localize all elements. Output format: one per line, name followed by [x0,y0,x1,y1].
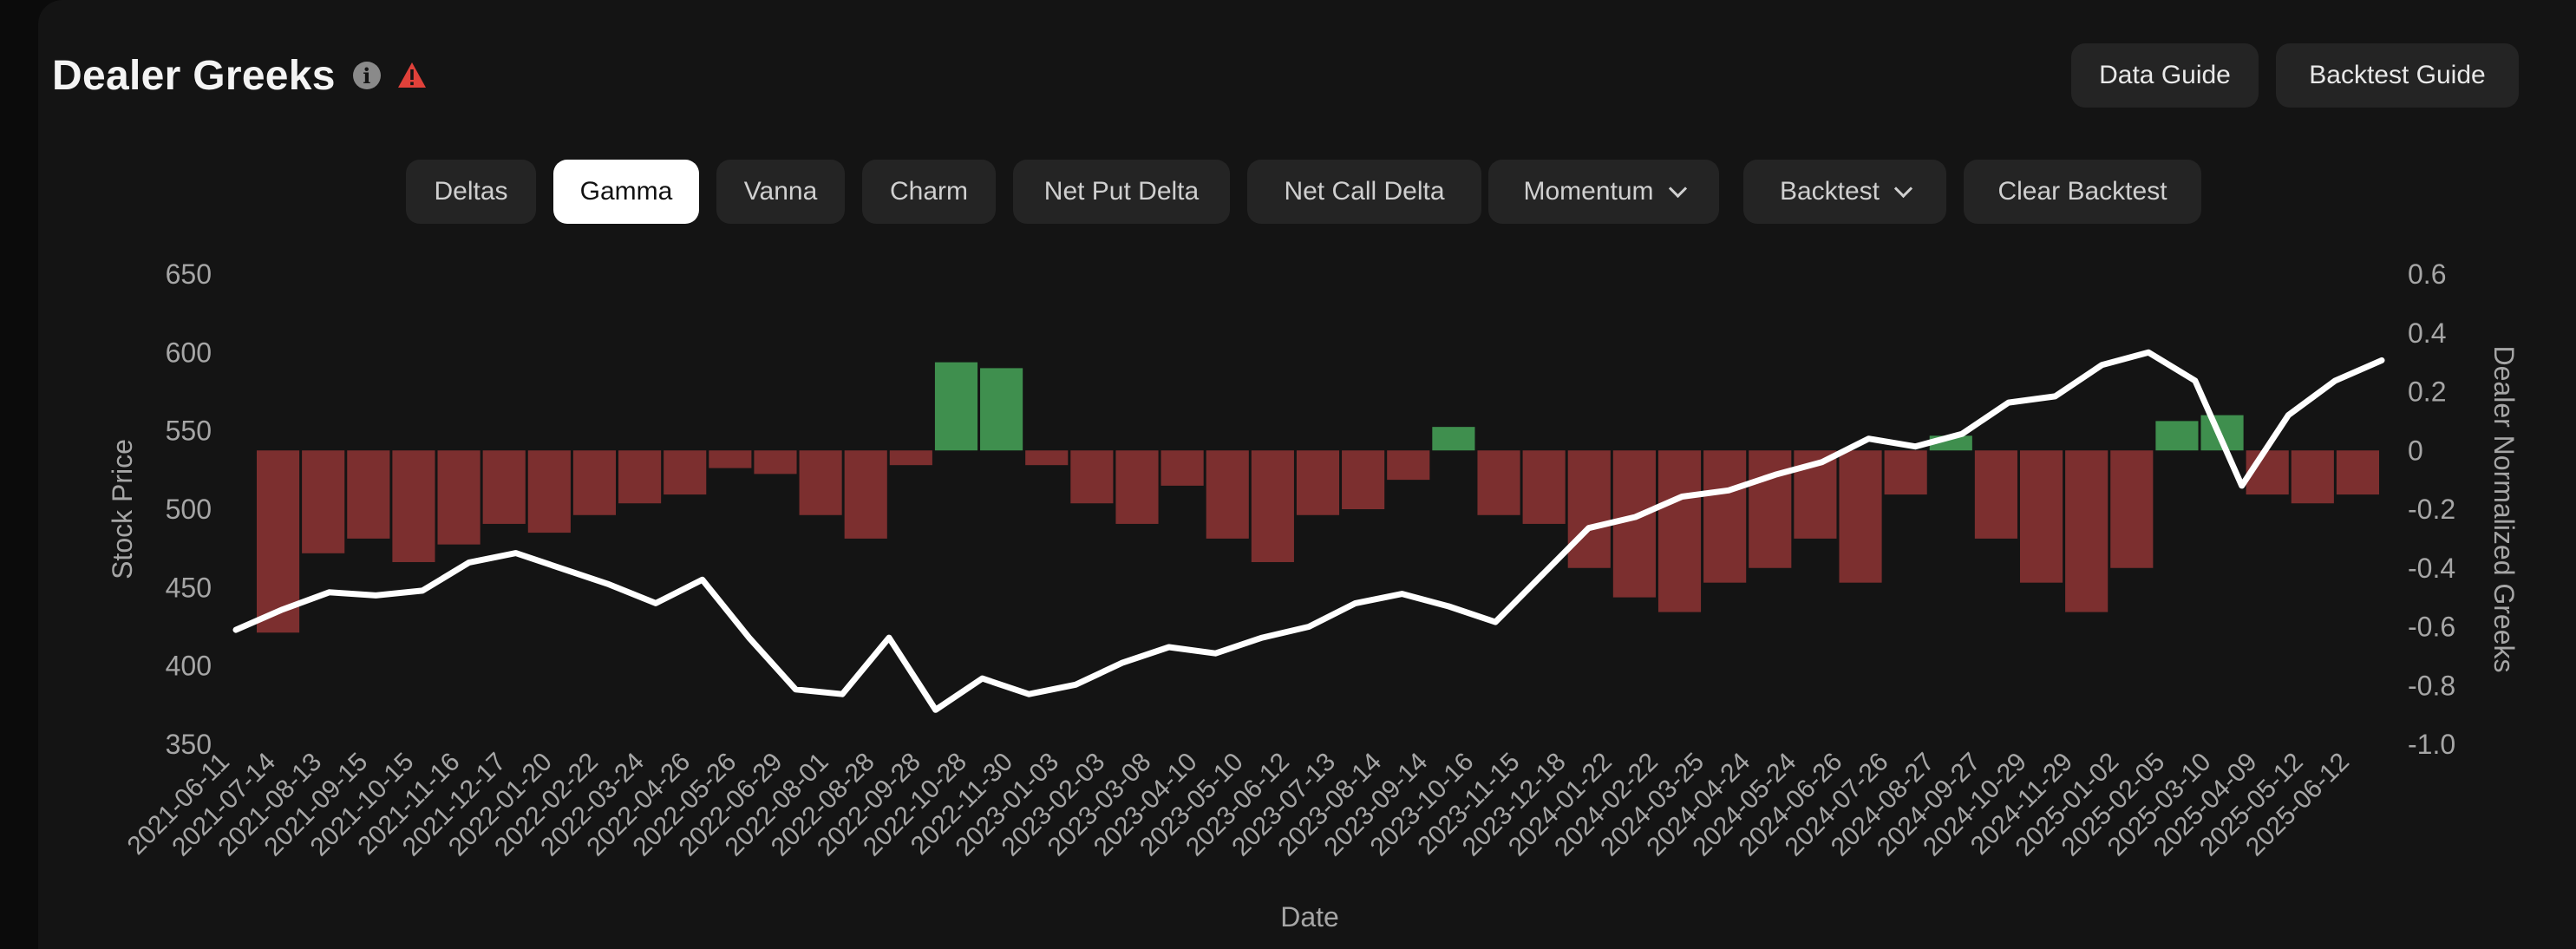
info-icon[interactable]: i [352,62,381,89]
gamma-bar [1070,450,1114,504]
gamma-bar [1657,450,1702,612]
gamma-bar [618,450,662,504]
right-tick-label: -0.4 [2408,553,2455,584]
gamma-bar [482,450,526,524]
y-left-axis-title: Stock Price [107,439,138,579]
gamma-bar [709,450,752,468]
tab-backtest-dropdown[interactable]: Backtest [1743,160,1946,224]
left-tick-label: 400 [166,651,212,682]
backtest-guide-button[interactable]: Backtest Guide [2276,43,2519,108]
tab-vanna[interactable]: Vanna [716,160,845,224]
tab-net-call-delta[interactable]: Net Call Delta [1247,160,1481,224]
x-axis-title: Date [1280,901,1339,933]
gamma-bar [889,450,932,466]
gamma-bar [1522,450,1566,524]
left-tick-label: 550 [166,416,212,447]
gamma-bar [437,450,481,545]
title-row: Dealer Greeks i [52,45,428,106]
right-tick-label: 0 [2408,435,2423,466]
gamma-bar [1432,427,1475,451]
left-tick-label: 350 [166,729,212,760]
left-axis-ticks: 650 600 550 500 450 400 350 [166,259,212,760]
left-tick-label: 450 [166,572,212,603]
gamma-bar [527,450,571,533]
gamma-bar [1974,450,2017,539]
gamma-bars [257,362,2379,633]
gamma-bar [1387,450,1430,481]
gamma-bar [1025,450,1069,466]
gamma-bar [1296,450,1340,515]
tab-deltas[interactable]: Deltas [406,160,536,224]
x-axis-ticks: 2021-06-112021-07-142021-08-132021-09-15… [122,748,2355,862]
right-tick-label: 0.6 [2408,259,2446,290]
tab-net-put-delta[interactable]: Net Put Delta [1013,160,1230,224]
right-tick-label: -0.2 [2408,494,2455,525]
gamma-bar [2336,450,2379,495]
gamma-bar [1612,450,1656,598]
gamma-bar [2155,421,2199,451]
right-tick-label: -0.8 [2408,670,2455,701]
gamma-bar [1884,450,1927,495]
right-tick-label: 0.2 [2408,376,2446,408]
gamma-bar [1342,450,1385,509]
right-tick-label: -1.0 [2408,729,2455,760]
left-tick-label: 600 [166,337,212,368]
left-tick-label: 650 [166,259,212,290]
gamma-bar [572,450,617,515]
right-tick-label: -0.6 [2408,612,2455,643]
warning-triangle-icon[interactable] [396,61,428,90]
gamma-bar [392,450,435,562]
gamma-bar [980,368,1023,451]
gamma-bar [2291,450,2334,504]
page-title: Dealer Greeks [52,52,336,99]
gamma-bar [664,450,707,495]
gamma-bar [1839,450,1882,583]
tab-gamma[interactable]: Gamma [553,160,699,224]
gamma-bar [2110,450,2154,568]
gamma-bar [1477,450,1520,515]
tab-charm[interactable]: Charm [862,160,996,224]
right-tick-label: 0.4 [2408,317,2446,349]
gamma-bar [257,450,300,633]
gamma-bar [1251,450,1294,562]
gamma-bar [799,450,842,515]
gamma-bar [1161,450,1204,486]
gamma-bar [1115,450,1159,524]
gamma-bar [844,450,887,539]
gamma-bar [1749,450,1792,568]
gamma-bar [934,362,978,451]
tab-momentum-dropdown[interactable]: Momentum [1488,160,1719,224]
gamma-bar [2019,450,2063,583]
gamma-bar [302,450,345,553]
data-guide-button[interactable]: Data Guide [2071,43,2259,108]
gamma-bar [1206,450,1249,539]
gamma-bar [1567,450,1611,568]
stock-price-line [232,349,2385,713]
clear-backtest-button[interactable]: Clear Backtest [1964,160,2201,224]
gamma-bar [1703,450,1747,583]
gamma-bar [2065,450,2109,612]
right-axis-ticks: 0.6 0.4 0.2 0 -0.2 -0.4 -0.6 -0.8 -1.0 [2408,259,2455,760]
gamma-bar [754,450,797,474]
gamma-bar [347,450,390,539]
y-right-axis-title: Dealer Normalized Greeks [2488,345,2520,672]
left-tick-label: 500 [166,494,212,525]
